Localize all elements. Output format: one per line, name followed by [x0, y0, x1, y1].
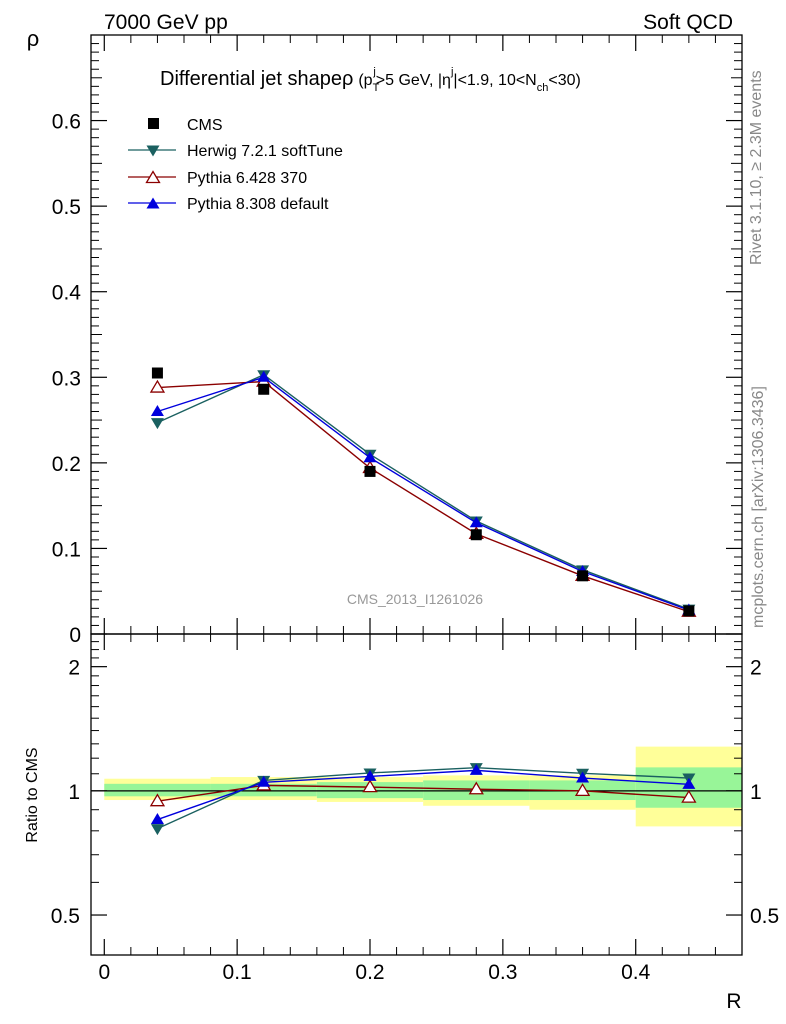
x-tick-label: 0.3 — [488, 961, 517, 984]
ratio-series-layer — [149, 763, 697, 836]
legend-entry-cms: CMS — [148, 117, 223, 134]
svg-text:Pythia 6.428 370: Pythia 6.428 370 — [187, 170, 307, 187]
plot-title: Differential jet shapeρ (pTj>5 GeV, |ηj|<… — [160, 66, 581, 94]
ratio-point-pythia8 — [363, 769, 377, 781]
main-point-cms — [470, 529, 482, 541]
ratio-point-pythia8 — [682, 777, 696, 789]
ratio-panel-frame — [90, 633, 743, 956]
x-axis-label: R — [726, 990, 741, 1013]
main-point-cms — [577, 570, 589, 582]
ratio-point-herwig — [150, 824, 164, 836]
ratio-point-pythia6 — [681, 789, 697, 803]
x-tick-label: 0.1 — [223, 961, 252, 984]
header-category-label: Soft QCD — [643, 11, 733, 34]
ratio-y-tick-label-right: 0.5 — [750, 905, 779, 928]
ratio-point-pythia6 — [574, 783, 591, 796]
main-y-tick-label: 0.6 — [52, 111, 81, 134]
analysis-watermark: CMS_2013_I1261026 — [347, 591, 483, 607]
ratio-y-tick-label-right: 2 — [750, 657, 762, 680]
ratio-band-inner — [104, 783, 211, 797]
legend: CMS Herwig 7.2.1 softTune Pythia 6.428 3… — [128, 117, 343, 213]
ratio-point-pythia8 — [576, 771, 590, 783]
main-series-layer — [149, 367, 697, 617]
ratio-point-pythia6 — [362, 779, 378, 793]
svg-text:Herwig 7.2.1 softTune: Herwig 7.2.1 softTune — [187, 143, 343, 160]
svg-text:CMS: CMS — [187, 117, 223, 134]
main-point-pythia8 — [257, 370, 271, 382]
main-point-herwig — [150, 418, 164, 430]
main-axes: 0 0.1 0.2 0.3 0.4 0.5 0.6 — [52, 35, 743, 647]
main-point-pythia8 — [469, 516, 483, 528]
main-y-axis-label: ρ — [27, 26, 40, 51]
main-point-cms — [151, 367, 163, 379]
x-tick-label: 0.2 — [355, 961, 384, 984]
main-point-cms — [258, 383, 270, 395]
ratio-axes: 0.5 0.5 1 1 2 2 0 0.1 0.2 0.3 0.4 — [51, 634, 779, 984]
ratio-y-tick-label: 1 — [68, 781, 80, 804]
ratio-line-pythia8 — [157, 769, 689, 821]
main-y-tick-label: 0.3 — [52, 367, 81, 390]
header-energy-label: 7000 GeV pp — [104, 11, 228, 34]
ratio-point-pythia8 — [150, 813, 164, 825]
ratio-y-tick-label-right: 1 — [750, 781, 762, 804]
main-line-herwig — [157, 373, 690, 610]
main-y-tick-label: 0.1 — [52, 538, 81, 561]
mcplots-reference-label: mcplots.cern.ch [arXiv:1306.3436] — [750, 386, 767, 628]
ratio-point-pythia6 — [468, 781, 484, 795]
ratio-y-axis-label: Ratio to CMS — [24, 747, 41, 842]
x-tick-label: 0.4 — [621, 961, 651, 984]
main-point-pythia6 — [149, 379, 166, 393]
main-point-pythia8 — [363, 451, 377, 463]
main-line-pythia8 — [157, 376, 690, 611]
main-line-pythia6 — [157, 380, 690, 613]
main-point-cms — [683, 605, 695, 617]
legend-entry-pythia6: Pythia 6.428 370 — [128, 170, 307, 187]
main-y-tick-label: 0 — [69, 624, 81, 647]
main-y-tick-label: 0.5 — [52, 196, 81, 219]
main-y-tick-label: 0.2 — [52, 453, 81, 476]
main-point-cms — [364, 465, 376, 477]
main-point-pythia8 — [150, 405, 164, 417]
ratio-point-pythia8 — [469, 763, 483, 775]
ratio-y-tick-label: 2 — [68, 657, 80, 680]
ratio-point-pythia8 — [257, 775, 271, 787]
ratio-point-pythia6 — [149, 793, 166, 807]
legend-entry-pythia8: Pythia 8.308 default — [128, 196, 329, 213]
main-y-tick-label: 0.4 — [52, 282, 82, 305]
legend-entry-herwig: Herwig 7.2.1 softTune — [128, 143, 343, 160]
rivet-version-label: Rivet 3.1.10, ≥ 2.3M events — [748, 70, 765, 265]
svg-text:Pythia 8.308 default: Pythia 8.308 default — [187, 196, 329, 213]
x-tick-label: 0 — [98, 961, 110, 984]
ratio-y-tick-label: 0.5 — [51, 905, 80, 928]
